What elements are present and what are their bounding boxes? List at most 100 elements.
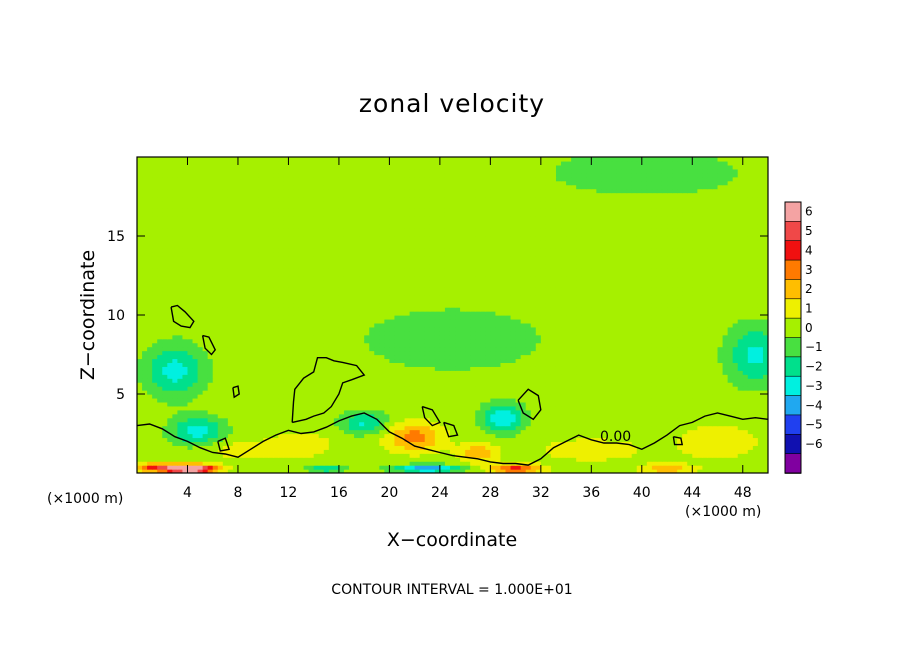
field-cell [611, 378, 618, 383]
field-cell [455, 417, 461, 423]
field-cell [434, 350, 441, 356]
field-cell [202, 326, 209, 332]
field-cell [631, 370, 638, 375]
field-cell [253, 382, 259, 387]
field-cell [692, 465, 698, 470]
field-cell [232, 362, 239, 367]
field-cell [409, 409, 416, 415]
field-cell [328, 315, 335, 320]
field-cell [465, 445, 471, 450]
field-cell [490, 457, 497, 462]
field-cell [439, 370, 446, 375]
field-cell [712, 465, 719, 470]
field-cell [449, 429, 456, 435]
field-cell [162, 354, 168, 360]
field-cell [606, 346, 613, 352]
field-cell [212, 362, 219, 367]
field-cell [545, 326, 552, 332]
field-cell [333, 350, 340, 356]
field-cell [520, 374, 527, 379]
field-cell [475, 425, 481, 431]
field-cell [283, 334, 290, 340]
field-cell [434, 394, 441, 399]
field-cell [217, 401, 224, 407]
field-cell [424, 457, 431, 462]
field-cell [757, 425, 764, 431]
field-cell [192, 429, 199, 435]
field-cell [197, 362, 204, 367]
field-cell [601, 362, 608, 367]
field-cell [333, 338, 340, 344]
field-cell [354, 334, 360, 340]
field-cell [429, 421, 436, 427]
field-cell [641, 338, 648, 344]
field-cell [364, 417, 370, 423]
field-cell [465, 469, 471, 473]
field-cell [349, 405, 355, 411]
field-cell [444, 425, 451, 431]
field-cell [303, 421, 310, 427]
field-cell [460, 350, 466, 356]
field-cell [576, 350, 582, 356]
field-cell [697, 334, 703, 340]
field-cell [172, 330, 178, 336]
field-cell [439, 461, 446, 466]
field-cell [545, 374, 552, 379]
field-cell [439, 437, 446, 442]
field-cell [162, 441, 168, 446]
field-cell [157, 350, 163, 356]
field-cell [606, 397, 613, 403]
field-cell [455, 433, 461, 439]
field-cell [460, 334, 466, 340]
field-cell [576, 457, 582, 462]
field-cell [485, 338, 491, 344]
field-cell [192, 421, 199, 427]
field-cell [243, 409, 249, 415]
field-cell [333, 465, 340, 470]
field-cell [682, 433, 688, 439]
field-cell [465, 397, 471, 403]
field-cell [172, 370, 178, 375]
field-cell [268, 326, 274, 332]
field-cell [727, 445, 734, 450]
field-cell [596, 437, 603, 442]
field-cell [596, 469, 603, 473]
field-cell [530, 370, 537, 375]
field-cell [142, 374, 148, 379]
field-cell [172, 354, 178, 360]
field-cell [661, 445, 668, 450]
field-cell [515, 441, 522, 446]
field-cell [550, 465, 557, 470]
field-cell [465, 315, 471, 320]
field-cell [576, 322, 582, 328]
field-cell [434, 322, 441, 328]
field-cell [656, 409, 663, 415]
field-cell [349, 429, 355, 435]
field-cell [480, 382, 486, 387]
field-cell [667, 350, 673, 356]
field-cell [444, 449, 451, 454]
field-cell [434, 378, 441, 383]
field-cell [626, 409, 633, 415]
field-cell [374, 322, 380, 328]
field-cell [712, 461, 719, 466]
field-cell [470, 350, 476, 356]
field-cell [263, 397, 269, 403]
field-cell [530, 429, 537, 435]
field-cell [747, 397, 754, 403]
field-cell [268, 465, 274, 470]
field-cell [525, 386, 532, 391]
field-cell [202, 342, 209, 348]
field-cell [207, 421, 214, 427]
field-cell [606, 374, 613, 379]
field-cell [429, 358, 436, 363]
field-cell [742, 441, 749, 446]
field-cell [167, 465, 173, 470]
field-cell [384, 342, 390, 348]
field-cell [742, 334, 749, 340]
field-cell [480, 318, 486, 324]
field-cell [349, 397, 355, 403]
field-cell [621, 338, 628, 344]
field-cell [616, 338, 623, 344]
field-cell [550, 330, 557, 336]
